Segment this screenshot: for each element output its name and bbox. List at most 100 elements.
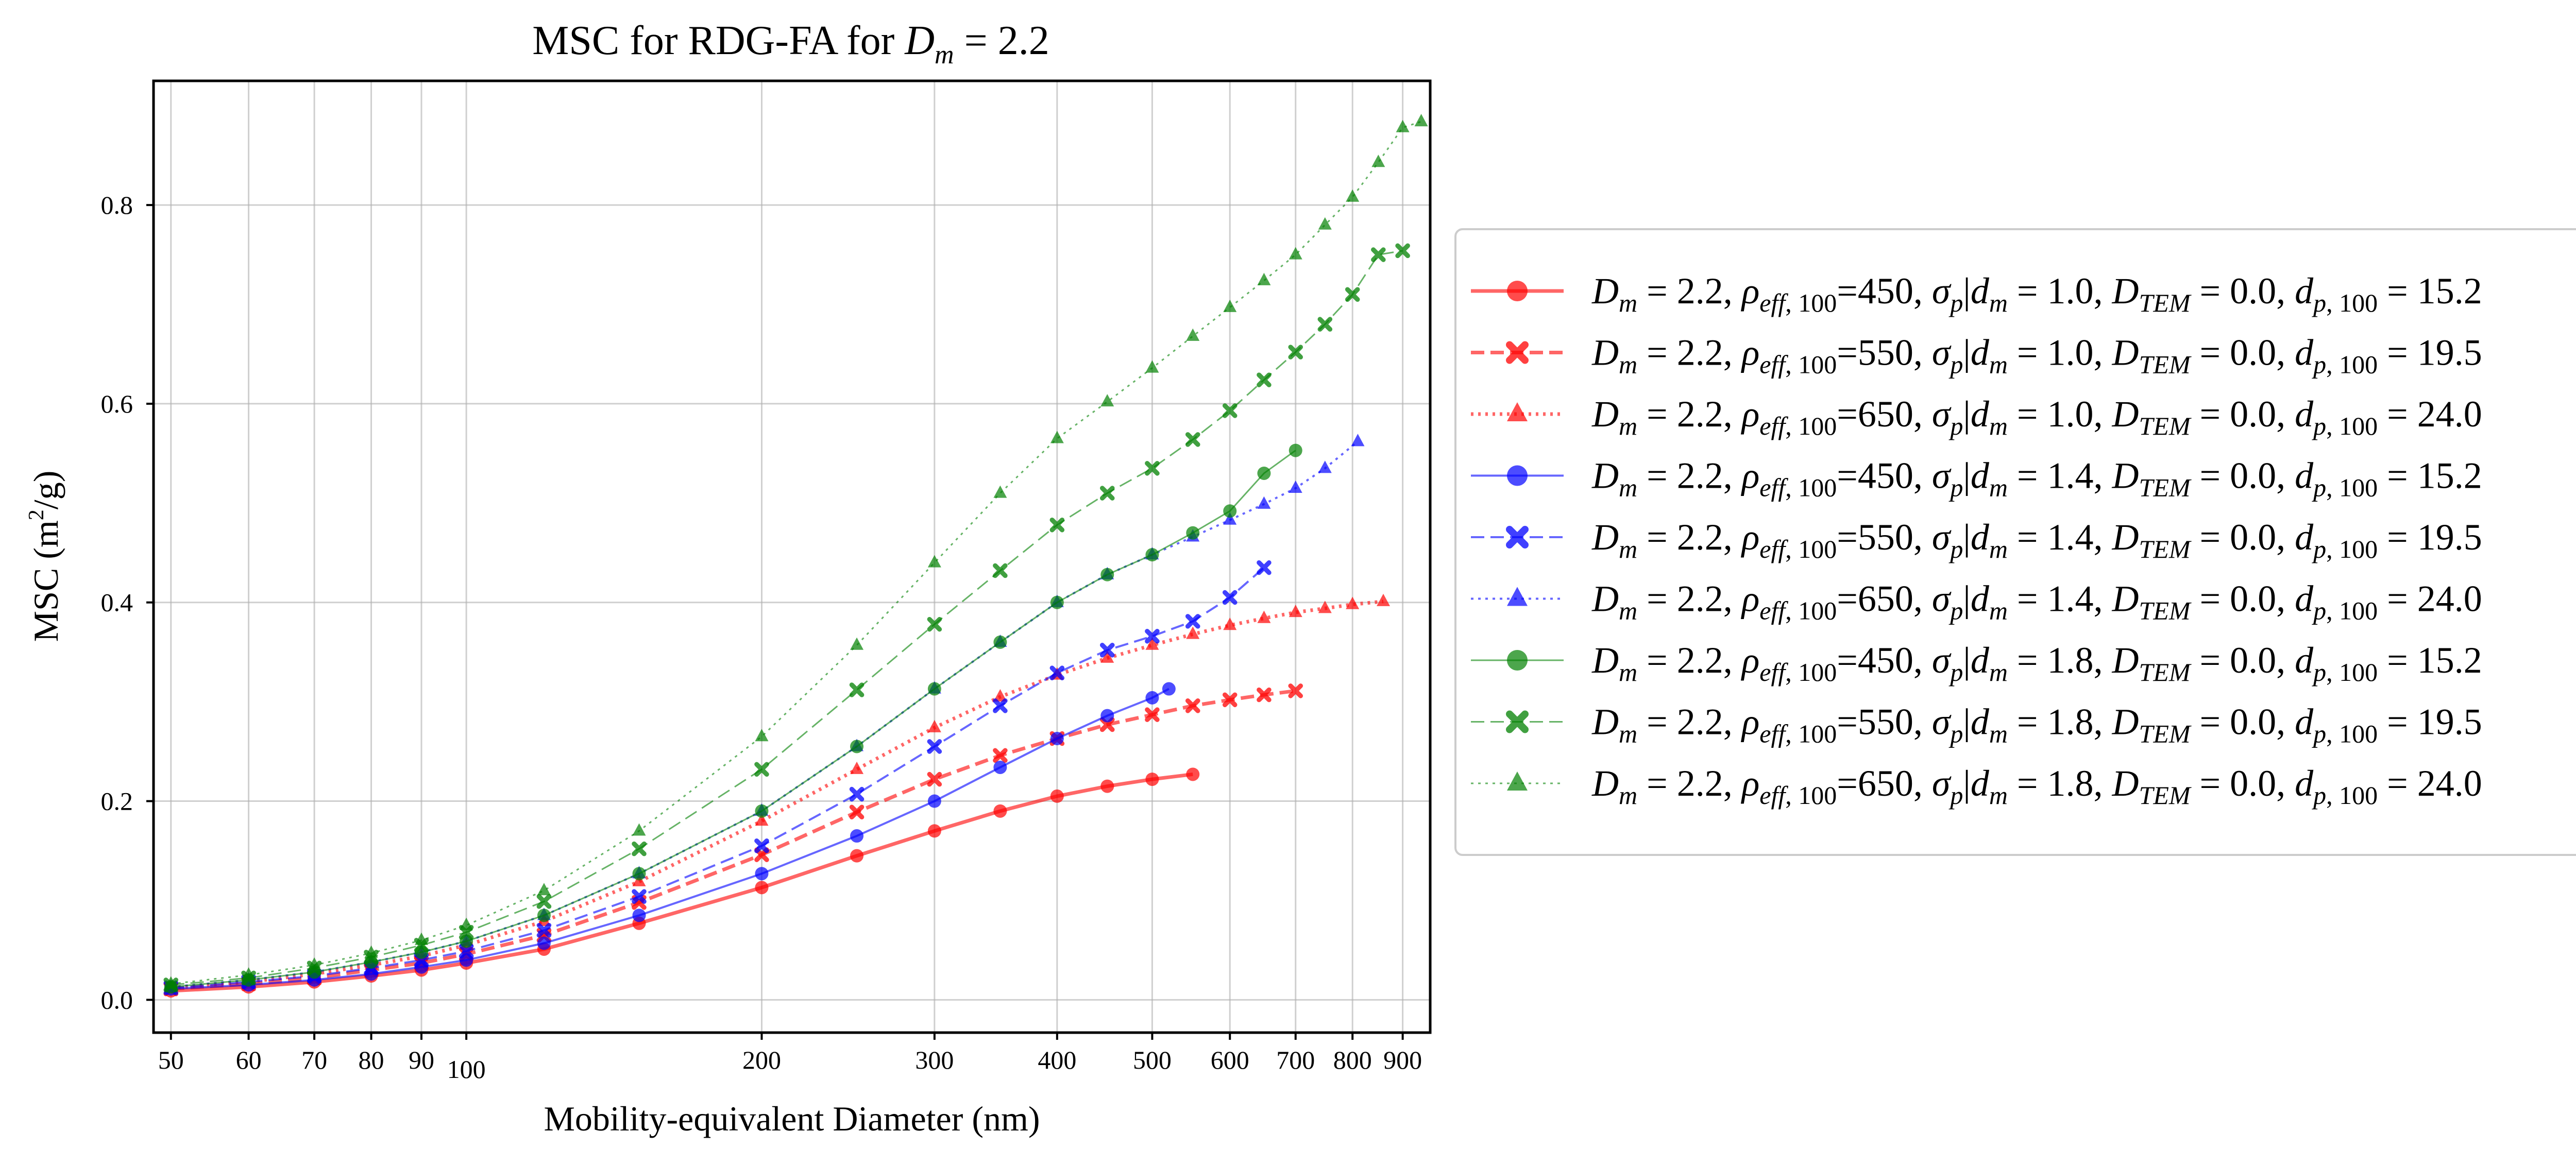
y-axis-label-lead: MSC (m bbox=[26, 520, 65, 642]
data-point bbox=[927, 555, 941, 568]
legend-entries: Dm = 2.2, ρeff, 100=450, σp|dm = 1.0, DT… bbox=[1471, 270, 2482, 810]
data-point bbox=[1257, 272, 1271, 285]
chart-title-tail: = 2.2 bbox=[954, 18, 1049, 63]
x-tick-label: 50 bbox=[158, 1045, 184, 1074]
data-point bbox=[755, 729, 769, 742]
data-point bbox=[755, 881, 769, 895]
data-point bbox=[1222, 692, 1238, 708]
legend-marker bbox=[1507, 771, 1528, 791]
x-tick-label: 600 bbox=[1211, 1045, 1249, 1074]
data-point bbox=[537, 936, 551, 950]
data-point bbox=[1414, 114, 1428, 127]
data-point bbox=[1050, 595, 1064, 609]
x-axis-label: Mobility-equivalent Diameter (nm) bbox=[544, 1099, 1040, 1138]
series-8 bbox=[163, 243, 1410, 992]
data-point bbox=[1346, 189, 1360, 202]
data-point bbox=[364, 945, 378, 958]
data-point bbox=[1223, 512, 1237, 525]
data-point bbox=[993, 635, 1007, 649]
data-point bbox=[1145, 461, 1160, 476]
data-point bbox=[1049, 517, 1065, 533]
y-tick-label: 0.0 bbox=[101, 985, 133, 1014]
data-point bbox=[1351, 434, 1365, 447]
data-point bbox=[308, 957, 321, 970]
x-tick-label: 80 bbox=[359, 1045, 384, 1074]
data-point bbox=[993, 563, 1008, 578]
data-point bbox=[1395, 243, 1410, 259]
data-point bbox=[1223, 618, 1237, 630]
y-tick-label: 0.6 bbox=[101, 389, 133, 418]
legend-marker bbox=[1506, 710, 1529, 733]
data-point bbox=[536, 894, 552, 909]
data-point bbox=[927, 771, 942, 787]
y-axis-ticks: 0.0 0.2 0.4 0.6 0.8 bbox=[101, 191, 154, 1014]
data-point bbox=[164, 976, 178, 989]
x-tick-label: 70 bbox=[301, 1045, 327, 1074]
data-point bbox=[414, 932, 428, 945]
chart-title-sub: m bbox=[935, 40, 954, 70]
data-point bbox=[1289, 443, 1302, 457]
x-tick-label: 300 bbox=[915, 1045, 954, 1074]
data-point bbox=[1162, 682, 1176, 696]
data-point bbox=[632, 823, 646, 836]
data-point bbox=[850, 637, 864, 650]
data-point bbox=[242, 967, 256, 980]
series-9 bbox=[164, 114, 1428, 989]
data-point bbox=[993, 760, 1007, 774]
data-point bbox=[849, 804, 865, 820]
data-point bbox=[460, 917, 473, 930]
data-point bbox=[1100, 779, 1114, 793]
data-point bbox=[755, 867, 769, 881]
data-point bbox=[1100, 568, 1114, 581]
data-point bbox=[459, 944, 474, 959]
x-tick-label: 60 bbox=[236, 1045, 262, 1074]
legend-label: Dm = 2.2, ρeff, 100=450, σp|dm = 1.8, DT… bbox=[1591, 640, 2482, 687]
legend-entry-3: Dm = 2.2, ρeff, 100=650, σp|dm = 1.0, DT… bbox=[1471, 393, 2482, 440]
data-point bbox=[927, 719, 941, 732]
legend-marker bbox=[1507, 402, 1528, 421]
data-point bbox=[1050, 732, 1064, 746]
data-point bbox=[1185, 698, 1200, 713]
data-point bbox=[1186, 626, 1200, 639]
data-point bbox=[1345, 287, 1360, 302]
legend-entry-5: Dm = 2.2, ρeff, 100=550, σp|dm = 1.4, DT… bbox=[1471, 517, 2482, 563]
legend-box bbox=[1454, 228, 2576, 856]
data-point bbox=[1257, 687, 1272, 702]
data-point bbox=[754, 762, 769, 777]
x-tick-label: 800 bbox=[1333, 1045, 1372, 1074]
data-point bbox=[1346, 596, 1360, 609]
legend-entry-8: Dm = 2.2, ρeff, 100=550, σp|dm = 1.8, DT… bbox=[1471, 701, 2482, 748]
data-point bbox=[755, 813, 769, 826]
legend: Dm = 2.2, ρeff, 100=450, σp|dm = 1.0, DT… bbox=[1454, 228, 2576, 856]
data-point bbox=[1049, 665, 1065, 680]
data-point bbox=[1145, 773, 1159, 786]
data-point bbox=[1371, 247, 1386, 262]
data-point bbox=[1100, 394, 1114, 407]
data-point bbox=[993, 748, 1008, 763]
data-point bbox=[1318, 601, 1332, 613]
data-point bbox=[537, 883, 551, 896]
legend-label: Dm = 2.2, ρeff, 100=550, σp|dm = 1.4, DT… bbox=[1591, 517, 2482, 563]
legend-entry-6: Dm = 2.2, ρeff, 100=650, σp|dm = 1.4, DT… bbox=[1471, 578, 2482, 625]
x-tick-label: 100 bbox=[447, 1055, 486, 1084]
chart-title-lead: MSC for RDG-FA for bbox=[532, 18, 905, 63]
x-tick-label: 200 bbox=[742, 1045, 781, 1074]
data-point bbox=[754, 838, 769, 853]
data-point bbox=[993, 689, 1007, 702]
data-point bbox=[537, 908, 551, 922]
legend-entry-2: Dm = 2.2, ρeff, 100=550, σp|dm = 1.0, DT… bbox=[1471, 332, 2482, 379]
data-point bbox=[993, 485, 1007, 498]
data-point bbox=[1257, 372, 1272, 387]
y-tick-label: 0.2 bbox=[101, 787, 133, 816]
data-point bbox=[1257, 496, 1271, 509]
data-point bbox=[1318, 217, 1332, 230]
data-point bbox=[1257, 610, 1271, 623]
data-point bbox=[993, 698, 1008, 713]
data-point bbox=[850, 761, 864, 774]
data-point bbox=[1318, 460, 1332, 473]
x-tick-label: 500 bbox=[1133, 1045, 1172, 1074]
data-point bbox=[849, 786, 865, 802]
x-tick-label: 90 bbox=[409, 1045, 434, 1074]
data-point bbox=[1222, 403, 1238, 418]
